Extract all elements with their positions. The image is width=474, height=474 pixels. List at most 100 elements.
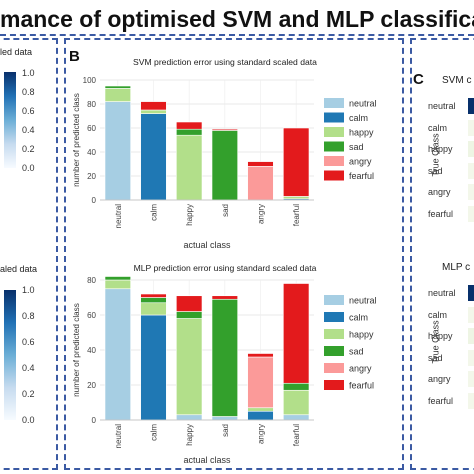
y-tick-label: 40 <box>87 346 96 355</box>
x-tick-label: neutral <box>114 424 123 449</box>
panel-b-border <box>64 38 404 470</box>
legend-label: sad <box>349 347 364 357</box>
y-axis-label: number of predicted class <box>72 303 81 397</box>
bar-segment <box>176 128 203 136</box>
plot-area <box>100 80 314 200</box>
confusion-cell <box>468 184 474 200</box>
panel-a-top-label: led data <box>0 47 33 57</box>
legend-label: calm <box>349 113 368 123</box>
x-tick-label: sad <box>221 424 230 437</box>
bar-segment <box>283 382 310 391</box>
confusion-cell <box>468 371 474 387</box>
legend-swatch <box>324 346 344 356</box>
confusion-row-label: angry <box>428 187 451 197</box>
bar-segment <box>247 356 274 409</box>
legend-swatch <box>324 329 344 339</box>
chart-title: MLP prediction error using standard scal… <box>134 263 317 273</box>
legend-label: angry <box>349 364 372 374</box>
bar-segment <box>283 127 310 197</box>
x-tick-label: angry <box>257 424 266 444</box>
panel-c-border <box>410 38 474 470</box>
colorbar-top-tick: 1.0 <box>22 68 35 78</box>
y-tick-label: 20 <box>87 172 96 181</box>
colorbar-top-tick: 0.2 <box>22 144 35 154</box>
confusion-row-label: sad <box>428 352 443 363</box>
bar-segment <box>283 389 310 416</box>
confusion-cell <box>468 349 474 366</box>
bar-segment <box>211 416 238 421</box>
figure-title: mance of optimised SVM and MLP classific… <box>0 6 474 32</box>
panel-b-letter: B <box>69 48 80 65</box>
colorbar-bottom-tick: 0.4 <box>22 363 35 373</box>
legend-label: neutral <box>349 296 377 306</box>
legend-swatch <box>324 295 344 305</box>
y-tick-label: 0 <box>92 416 97 425</box>
confusion-cell <box>468 119 474 136</box>
legend-label: fearful <box>349 171 374 181</box>
bar-segment <box>176 318 203 416</box>
bar-segment <box>104 85 131 89</box>
confusion-cell <box>468 328 474 344</box>
x-tick-label: fearful <box>292 204 301 226</box>
y-tick-label: 80 <box>87 100 96 109</box>
confusion-cell <box>468 205 474 222</box>
bar-segment <box>104 288 131 421</box>
x-tick-label: neutral <box>114 204 123 229</box>
colorbar-bottom-tick: 0.6 <box>22 337 35 347</box>
bar-segment <box>176 414 203 421</box>
legend-label: happy <box>349 128 374 138</box>
legend-swatch <box>324 380 344 390</box>
bar-segment <box>247 407 274 412</box>
legend-label: angry <box>349 157 372 167</box>
y-tick-label: 60 <box>87 124 96 133</box>
legend-swatch <box>324 156 344 166</box>
confusion-row-label: happy <box>428 144 453 154</box>
bar-segment <box>283 283 310 384</box>
legend-swatch <box>324 98 344 108</box>
confusion-row-label: angry <box>428 374 451 384</box>
panel-c-top-title: SVM c <box>442 75 472 86</box>
colorbar-bottom-tick: 0.8 <box>22 311 35 321</box>
x-tick-label: happy <box>185 424 194 446</box>
x-tick-label: calm <box>150 424 159 441</box>
bar-segment <box>140 293 167 298</box>
y-tick-label: 0 <box>92 196 97 205</box>
colorbar-top-tick: 0.6 <box>22 106 35 116</box>
legend-label: calm <box>349 313 368 323</box>
bar-segment <box>176 134 203 201</box>
confusion-cell <box>468 392 474 409</box>
panel-c-letter: C <box>413 71 424 88</box>
confusion-row-label: sad <box>428 165 443 176</box>
mlp-chart: MLP prediction error using standard scal… <box>72 263 377 465</box>
bar-segment <box>247 166 274 201</box>
confusion-cell <box>468 306 474 323</box>
y-axis-label: number of predicted class <box>72 93 81 187</box>
x-tick-label: fearful <box>292 424 301 446</box>
header-separator <box>0 34 474 36</box>
legend-swatch <box>324 170 344 181</box>
colorbar-bottom-tick: 1.0 <box>22 285 35 295</box>
bar-segment <box>140 297 167 304</box>
confusion-cell <box>468 98 474 114</box>
bar-segment <box>140 109 167 114</box>
colorbar-top-tick: 0.0 <box>22 163 35 173</box>
bar-segment <box>211 295 238 300</box>
bar-segment <box>176 121 203 130</box>
bar-segment <box>247 353 274 358</box>
colorbar-bottom-tick: 0.2 <box>22 389 35 399</box>
legend-swatch <box>324 312 344 322</box>
x-axis-label: actual class <box>183 240 231 250</box>
legend-label: fearful <box>349 381 374 391</box>
y-tick-label: 100 <box>83 76 97 85</box>
panel-a-bottom-label: aled data <box>0 264 38 274</box>
bar-segment <box>140 314 167 421</box>
confusion-cell <box>468 141 474 157</box>
legend-swatch <box>324 112 344 123</box>
panel-c-bottom-title: MLP c <box>442 262 471 273</box>
colorbar-bottom <box>4 290 16 420</box>
bar-segment <box>283 414 310 421</box>
confusion-row-label: fearful <box>428 395 454 406</box>
bar-segment <box>104 101 131 201</box>
bar-segment <box>247 161 274 167</box>
